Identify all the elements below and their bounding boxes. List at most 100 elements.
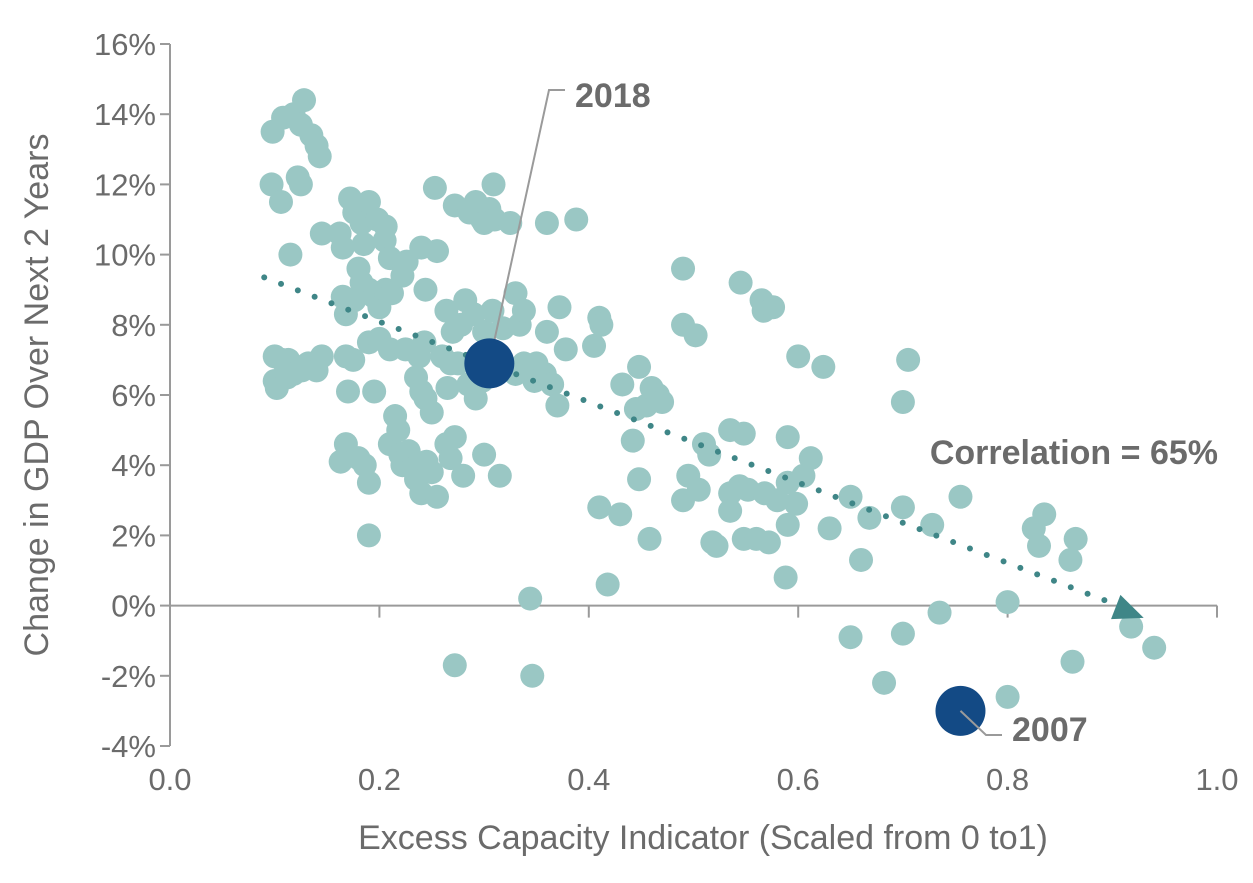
data-point	[498, 211, 523, 236]
y-tick-label: 8%	[111, 308, 156, 343]
data-point	[798, 446, 823, 471]
y-tick-label: 0%	[111, 589, 156, 624]
data-point	[920, 512, 945, 537]
data-point	[587, 495, 612, 520]
data-point	[610, 372, 635, 397]
data-point	[608, 502, 633, 527]
data-point	[773, 565, 798, 590]
data-point	[838, 625, 863, 650]
data-point	[451, 463, 476, 488]
data-point	[545, 393, 570, 418]
data-point	[288, 172, 313, 197]
data-point	[386, 418, 411, 443]
trend-line	[261, 274, 1144, 620]
data-point	[412, 330, 437, 355]
trend-dots	[261, 274, 1133, 613]
data-point	[718, 498, 743, 523]
data-points	[259, 88, 1167, 709]
data-point	[786, 344, 811, 369]
data-point	[534, 211, 559, 236]
data-point	[896, 347, 921, 372]
data-point	[442, 425, 467, 450]
data-point	[487, 463, 512, 488]
data-point	[534, 319, 559, 344]
data-point	[775, 425, 800, 450]
data-point	[442, 653, 467, 678]
data-point	[948, 484, 973, 509]
data-point	[553, 337, 578, 362]
data-point	[756, 530, 781, 555]
data-point	[438, 446, 463, 471]
data-point	[362, 379, 387, 404]
y-tick-label: 2%	[111, 518, 156, 553]
data-point	[728, 270, 753, 295]
data-point	[775, 512, 800, 537]
data-point	[620, 428, 645, 453]
data-point	[623, 397, 648, 422]
data-point	[650, 390, 675, 415]
correlation-annotation: Correlation = 65%	[930, 434, 1218, 472]
data-point	[1032, 502, 1057, 527]
x-tick-label: 0.2	[358, 762, 401, 797]
data-point	[540, 372, 565, 397]
data-point	[292, 88, 317, 113]
data-point	[995, 684, 1020, 709]
highlight-points: 2018 2007	[464, 77, 1088, 749]
y-tick-label: 6%	[111, 378, 156, 413]
data-point	[520, 663, 545, 688]
data-point	[472, 442, 497, 467]
data-point	[686, 477, 711, 502]
data-point	[595, 572, 620, 597]
y-tick-label: 10%	[94, 238, 156, 273]
data-point	[335, 379, 360, 404]
data-point	[309, 344, 334, 369]
data-point	[838, 484, 863, 509]
data-point	[761, 295, 786, 320]
x-tick-label: 1.0	[1195, 762, 1238, 797]
data-point	[890, 621, 915, 646]
data-point	[379, 281, 404, 306]
data-point	[589, 312, 614, 337]
data-point	[472, 319, 497, 344]
data-point	[413, 277, 438, 302]
data-point	[328, 449, 353, 474]
leader-line-2018	[488, 89, 565, 364]
x-tick-label: 0.4	[567, 762, 610, 797]
data-point	[683, 323, 708, 348]
y-axis-title: Change in GDP Over Next 2 Years	[18, 134, 56, 657]
y-tick-label: -2%	[101, 659, 156, 694]
data-point	[671, 256, 696, 281]
x-tick-label: 0.6	[777, 762, 820, 797]
data-point	[697, 442, 722, 467]
data-point	[341, 347, 366, 372]
data-point	[419, 460, 444, 485]
data-point	[927, 600, 952, 625]
data-point	[564, 207, 589, 232]
y-tick-label: 14%	[94, 97, 156, 132]
data-point	[309, 221, 334, 246]
y-tick-label: 16%	[94, 27, 156, 62]
data-point	[637, 526, 662, 551]
x-axis-title: Excess Capacity Indicator (Scaled from 0…	[358, 819, 1048, 857]
data-point	[582, 333, 607, 358]
data-point	[765, 488, 790, 513]
data-point	[268, 189, 293, 214]
trend-arrowhead	[1111, 594, 1144, 620]
data-point	[511, 298, 536, 323]
data-point	[351, 232, 376, 257]
data-point	[424, 239, 449, 264]
highlight-point-2018	[464, 338, 515, 389]
data-point	[445, 351, 470, 376]
x-axis: 0.0 0.2 0.4 0.6 0.8 1.0	[148, 604, 1239, 797]
data-point	[1142, 635, 1167, 660]
data-point	[627, 354, 652, 379]
data-point	[422, 175, 447, 200]
data-point	[811, 354, 836, 379]
x-tick-label: 0.8	[986, 762, 1029, 797]
data-point	[424, 484, 449, 509]
data-point	[307, 144, 332, 169]
y-axis: -4% -2% 0% 2% 4% 6% 8% 10% 12% 14% 16%	[94, 27, 171, 764]
data-point	[281, 361, 306, 386]
data-point	[518, 586, 543, 611]
